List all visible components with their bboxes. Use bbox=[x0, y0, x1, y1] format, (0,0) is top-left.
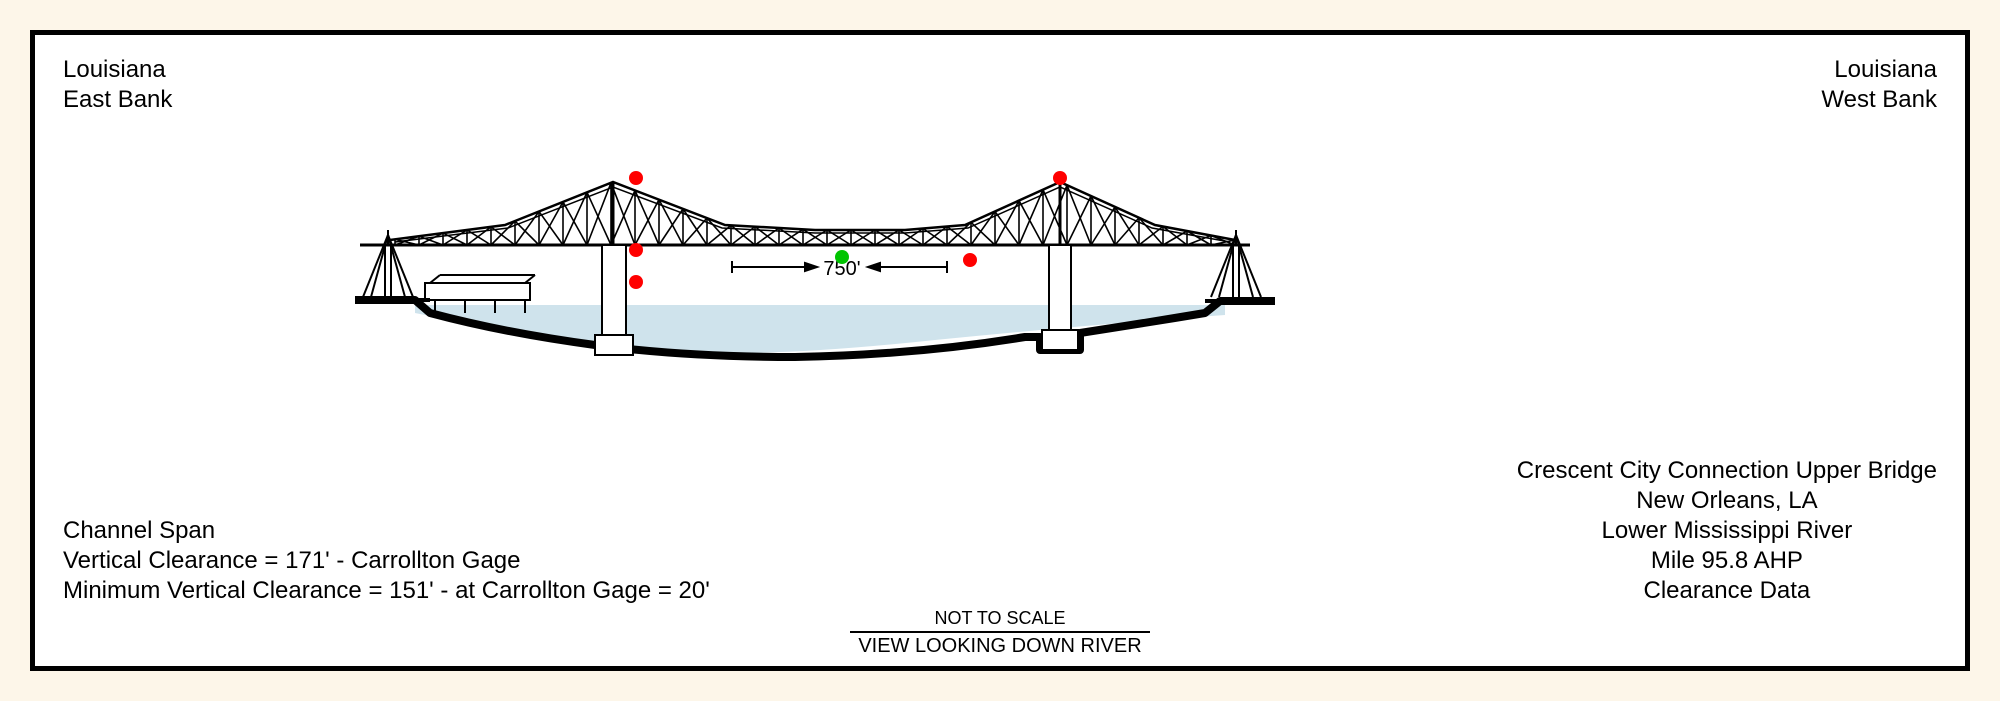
bridge-diagram: 750' bbox=[35, 35, 1965, 666]
truss-top-chord-2 bbox=[395, 187, 1230, 242]
pier-right bbox=[1042, 245, 1078, 350]
top-left-red-light bbox=[629, 171, 643, 185]
truss-web bbox=[395, 183, 1235, 245]
right-span-red-light bbox=[963, 253, 977, 267]
mid-left-red-light bbox=[629, 243, 643, 257]
low-left-red-light bbox=[629, 275, 643, 289]
pier-left bbox=[595, 245, 633, 355]
diagram-frame: Louisiana East Bank Louisiana West Bank … bbox=[30, 30, 1970, 671]
top-right-red-light bbox=[1053, 171, 1067, 185]
page: Louisiana East Bank Louisiana West Bank … bbox=[0, 0, 2000, 701]
center-green-light bbox=[835, 250, 849, 264]
